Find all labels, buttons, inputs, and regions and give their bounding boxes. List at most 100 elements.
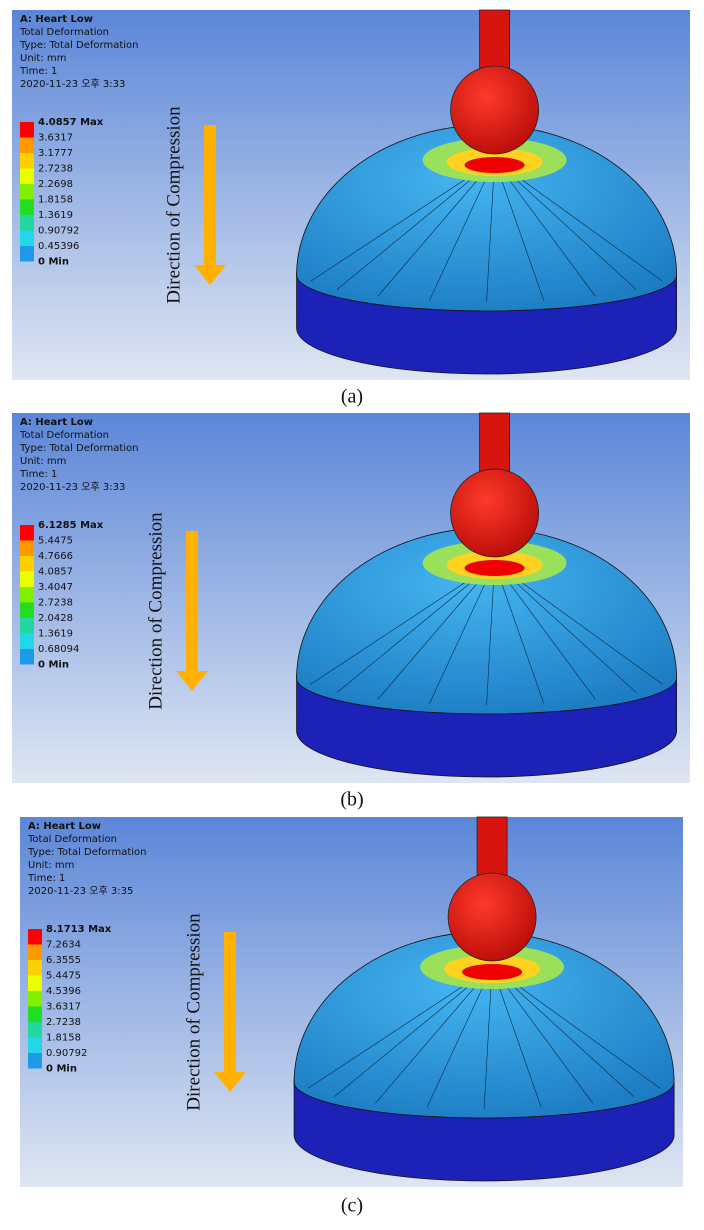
mesh-line: [310, 159, 495, 282]
mesh-line: [377, 562, 495, 700]
result-info: Total Deformation: [19, 27, 109, 38]
mesh-line: [486, 562, 495, 706]
legend-label: 3.1777: [38, 148, 73, 159]
legend-label: 4.5396: [46, 986, 81, 997]
mesh-line: [491, 966, 634, 1097]
legend-label: 0 Min: [38, 660, 69, 671]
mesh-line: [494, 159, 596, 297]
panel-caption: (c): [341, 1195, 363, 1217]
legend-label: 2.0428: [38, 613, 73, 624]
arrow-head: [214, 1072, 246, 1092]
result-title: A: Heart Low: [28, 821, 101, 832]
legend-swatch: [20, 633, 34, 649]
mesh-line: [483, 966, 493, 1110]
legend-swatch: [20, 602, 34, 618]
legend-swatch: [28, 991, 42, 1007]
legend-swatch: [20, 246, 34, 262]
result-info: Unit: mm: [28, 860, 74, 871]
result-info: Total Deformation: [19, 430, 109, 441]
mesh-line: [334, 966, 493, 1097]
legend-label: 4.0857 Max: [38, 117, 104, 128]
result-info: Time: 1: [27, 873, 65, 884]
legend-swatch: [20, 215, 34, 231]
legend-swatch: [20, 587, 34, 603]
legend-label: 0.68094: [38, 644, 79, 655]
mesh-line: [336, 159, 495, 290]
legend-swatch: [20, 199, 34, 215]
legend-swatch: [20, 122, 34, 138]
legend-label: 6.1285 Max: [38, 520, 104, 531]
direction-label: Direction of Compression: [183, 913, 204, 1111]
legend-swatch: [28, 960, 42, 976]
legend-label: 0.45396: [38, 241, 79, 252]
result-info: Time: 1: [19, 66, 57, 77]
legend-swatch: [28, 975, 42, 991]
direction-label: Direction of Compression: [145, 512, 166, 710]
mesh-line: [307, 966, 493, 1089]
legend-swatch: [20, 153, 34, 169]
legend-label: 5.4475: [38, 536, 73, 547]
legend-label: 0 Min: [38, 257, 69, 268]
result-info: 2020-11-23 오후 3:33: [20, 78, 125, 90]
legend-swatch: [20, 540, 34, 556]
legend-label: 1.3619: [38, 629, 73, 640]
mesh-line: [336, 562, 495, 693]
legend-label: 5.4475: [46, 971, 81, 982]
legend-label: 6.3555: [46, 955, 81, 966]
arrow-head: [194, 265, 226, 285]
arrow-shaft: [224, 932, 236, 1072]
panel: A: Heart Low Total Deformation Type: Total…: [12, 412, 690, 783]
legend-swatch: [20, 230, 34, 246]
result-info: Type: Total Deformation: [19, 40, 139, 51]
legend-label: 1.3619: [38, 210, 73, 221]
result-info: Time: 1: [19, 469, 57, 480]
panel: A: Heart Low Total Deformation Type: Total…: [12, 9, 690, 380]
legend-label: 1.8158: [46, 1033, 81, 1044]
dome: [293, 931, 675, 1119]
contact-core: [464, 157, 525, 173]
legend-label: 0.90792: [38, 226, 79, 237]
result-title: A: Heart Low: [20, 417, 93, 428]
mesh-line: [486, 159, 495, 303]
legend-label: 3.6317: [38, 133, 73, 144]
mesh-line: [429, 562, 495, 704]
legend-label: 0 Min: [46, 1064, 77, 1075]
probe-ball: [450, 468, 540, 558]
direction-label: Direction of Compression: [163, 106, 184, 304]
mesh-line: [491, 966, 594, 1104]
legend-label: 7.2634: [46, 940, 81, 951]
legend-swatch: [28, 929, 42, 945]
legend-swatch: [28, 1053, 42, 1069]
probe-ball: [450, 65, 540, 155]
arrow-shaft: [186, 531, 198, 671]
result-title: A: Heart Low: [20, 14, 93, 25]
legend-label: 0.90792: [46, 1048, 87, 1059]
result-info: 2020-11-23 오후 3:33: [20, 481, 125, 493]
result-info: Type: Total Deformation: [19, 443, 139, 454]
mesh-line: [310, 562, 495, 685]
legend-label: 4.0857: [38, 567, 73, 578]
legend-label: 3.4047: [38, 582, 73, 593]
result-info: Total Deformation: [27, 834, 117, 845]
contact-core: [464, 560, 525, 576]
mesh-line: [426, 966, 493, 1108]
panel-caption: (b): [340, 789, 363, 811]
legend-swatch: [20, 556, 34, 572]
mesh-line: [494, 562, 545, 704]
legend-swatch: [20, 571, 34, 587]
legend-label: 8.1713 Max: [46, 924, 112, 935]
mesh-line: [494, 159, 545, 301]
legend-label: 2.7238: [46, 1017, 81, 1028]
legend-label: 2.7238: [38, 164, 73, 175]
legend-swatch: [28, 944, 42, 960]
mesh-line: [429, 159, 495, 301]
mesh-line: [494, 562, 637, 693]
legend-label: 3.6317: [46, 1002, 81, 1013]
contact-core: [462, 964, 523, 980]
mesh-line: [377, 159, 495, 297]
probe-ball: [447, 872, 537, 962]
legend-swatch: [28, 1037, 42, 1053]
panel-caption: (a): [341, 386, 363, 408]
result-info: Type: Total Deformation: [27, 847, 147, 858]
